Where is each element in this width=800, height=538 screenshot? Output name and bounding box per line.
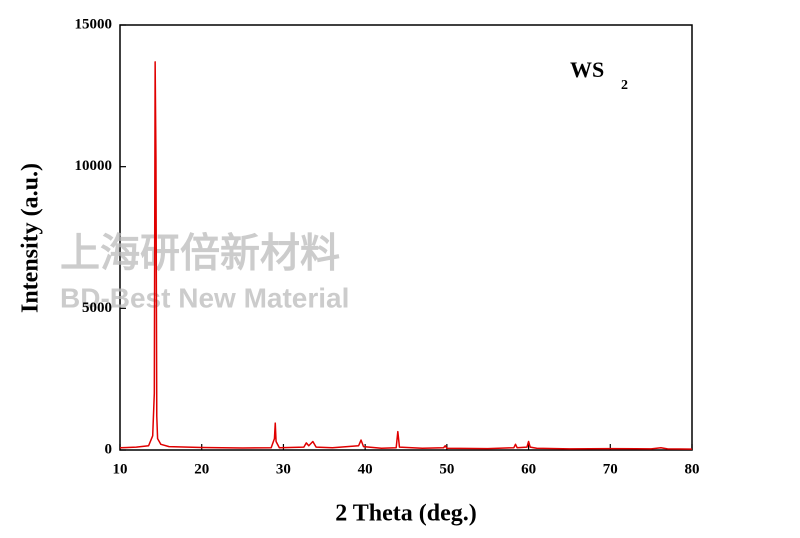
x-tick-label: 80: [685, 461, 700, 477]
x-tick-label: 50: [439, 461, 454, 477]
annotation-subscript: 2: [621, 78, 628, 93]
watermark: 上海研倍新材料: [60, 232, 340, 276]
watermark: BD-Best New Material: [60, 282, 349, 313]
y-tick-label: 5000: [82, 300, 112, 316]
data-line: [119, 61, 693, 450]
x-tick-label: 70: [603, 461, 618, 477]
x-tick-label: 40: [358, 461, 373, 477]
x-tick-label: 30: [276, 461, 291, 477]
y-axis-label: Intensity (a.u.): [18, 163, 44, 313]
y-tick-label: 0: [105, 441, 113, 457]
x-tick-label: 10: [113, 461, 128, 477]
y-tick-label: 10000: [75, 158, 113, 174]
y-tick-label: 15000: [75, 16, 113, 32]
annotation: WS: [570, 57, 604, 82]
x-tick-label: 20: [194, 461, 209, 477]
x-axis-label: 2 Theta (deg.): [335, 501, 477, 527]
x-tick-label: 60: [521, 461, 536, 477]
plot-frame: [119, 24, 693, 451]
